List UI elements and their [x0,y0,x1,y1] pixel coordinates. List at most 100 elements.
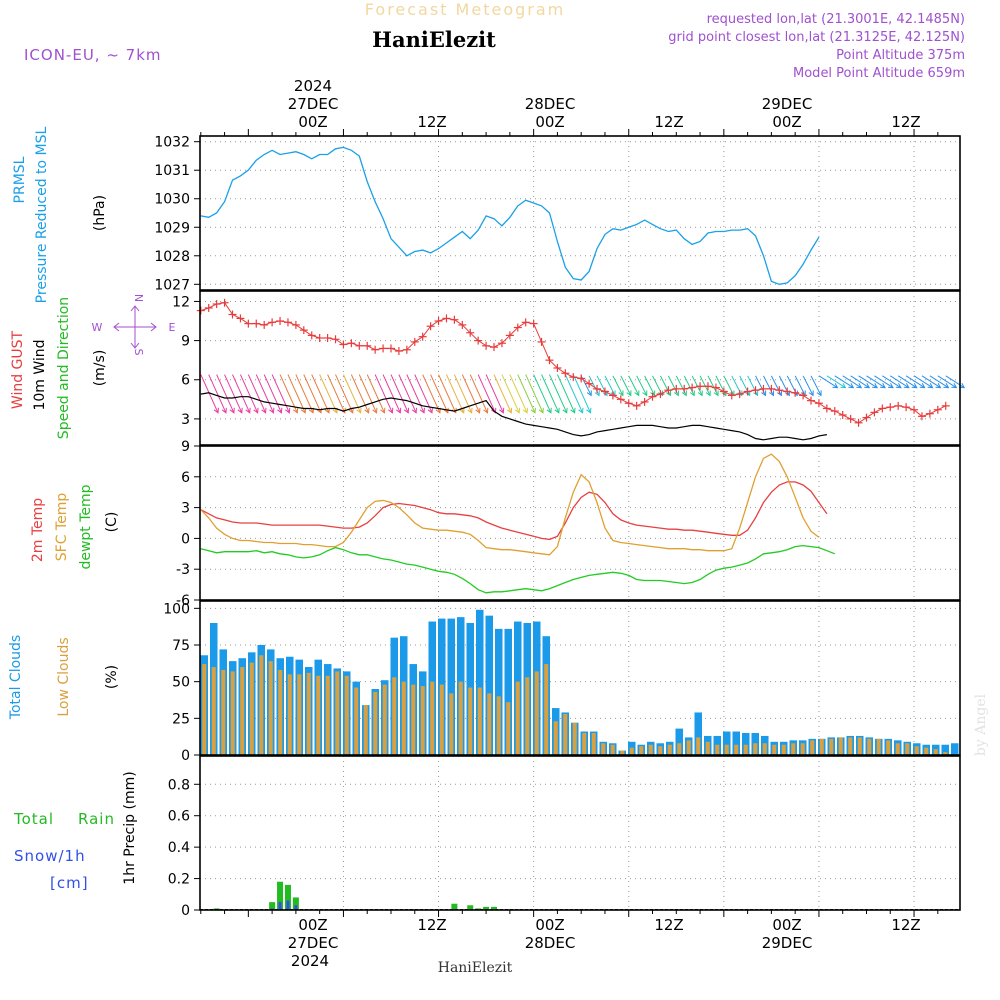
total-cloud-bar [951,743,959,755]
wind-arrow-shaft [374,374,393,414]
bottom-date-27: 27DEC [288,934,339,952]
wind-arrow-shaft [564,374,584,414]
gust-marker [490,343,499,352]
compass-arrows-icon [113,305,157,349]
low-cloud-bar [287,674,292,755]
low-cloud-bar [867,738,872,755]
low-cloud-bar [924,747,929,755]
wind-arrow-head [467,407,473,414]
wind-arrow-shaft [826,375,846,389]
wind-arrow-shaft [509,374,528,414]
wind-arrow-shaft [533,374,552,414]
gust-marker [474,336,483,345]
gust-marker [410,337,419,346]
total-cloud-bar [675,728,683,755]
wind-arrow-head [372,407,378,414]
wind-arrow-head [403,407,410,414]
low-cloud-bar [230,671,235,755]
wind-arrow [382,374,402,414]
total-cloud-bar [723,731,731,755]
wind-arrow [493,374,513,414]
rain-bar [483,906,490,910]
compass-rose: W E N S [92,294,176,356]
wind-arrow-head [626,390,632,397]
wind-arrow [224,374,243,414]
total-cloud-bar [732,731,740,755]
wind-arrow [834,375,855,389]
wind-arrow-shaft [842,375,862,389]
model-name: ICON-EU, ~ 7km [24,46,162,64]
precip-total-label: Total [13,810,54,828]
wind-arrow-shaft [501,374,520,414]
low-cloud-bar [297,674,302,755]
wind-arrow-head [253,407,259,414]
wind-arrow-head [483,407,489,414]
gust-marker [577,374,586,383]
gust-marker [553,364,562,372]
temp-tick-label: 3 [181,501,190,517]
gust-marker [759,384,768,393]
wind-arrow-head [689,390,695,397]
wind-arrow-head [435,407,441,414]
gust-marker [696,382,705,391]
wind-arrow [303,374,322,414]
bottom-date-29: 29DEC [762,934,813,952]
wind-arrow-head [943,383,950,389]
wind-arrow-head [459,407,465,414]
gust-marker [585,379,594,388]
rain-bar [292,897,299,910]
wind-arrow [770,375,783,397]
wind-arrow-head [634,390,640,397]
wind-arrow-shaft [802,375,814,396]
wind-arrow [731,375,743,397]
clouds-total-label: Total Clouds [8,635,24,720]
wind-arrow [628,375,640,397]
compass-e: E [169,321,176,334]
wind-arrow-shaft [525,374,544,414]
wind-arrow [826,375,847,389]
wind-speed-line [200,392,827,441]
total-cloud-bar [495,628,503,755]
gust-marker [212,300,221,309]
wind-arrow-shaft [549,374,568,414]
low-cloud-bar [667,744,672,755]
wind-arrow-shaft [628,375,640,396]
wind-arrow [232,374,251,414]
temp-2m-line [200,481,828,541]
wind-arrow [319,374,338,414]
wind-arrow-shaft [239,374,259,414]
clouds-tick-label: 25 [172,711,190,727]
low-cloud-bar [696,737,701,755]
wind-arrow-shaft [335,374,354,414]
wind-arrow-head [245,407,251,414]
total-cloud-bar [504,628,512,755]
wind-arrow-head [530,407,536,414]
wind-arrow [620,375,632,397]
wind-unit: (m/s) [92,350,108,387]
wind-arrow-shaft [897,375,918,389]
wind-arrow-shaft [612,375,624,396]
pressure-tick-label: 1028 [154,249,190,265]
low-cloud-bar [515,681,520,755]
wind-arrow-head [951,383,958,389]
wind-arrow [683,375,695,397]
wind-arrow-shaft [945,375,965,389]
wind-arrow [556,374,576,414]
wind-arrow-head [745,390,751,397]
gust-marker [830,407,839,416]
wind-arrow [255,374,275,414]
gust-marker [640,397,649,406]
gust-marker [656,390,665,399]
precip-tick-label: 0.6 [168,809,190,825]
gust-marker [799,391,808,400]
wind-arrow [596,375,608,397]
wind-arrow-head [324,407,330,414]
wind-arrow-shaft [255,374,274,414]
gust-marker [450,315,459,324]
wind-arrow [755,375,767,397]
wind-arrow-shaft [810,375,822,396]
grid-coords: grid point closest lon,lat (21.3125E, 42… [668,30,965,45]
low-cloud-bar [544,664,549,755]
top-date-27: 27DEC [288,95,339,113]
wind-arrow-shaft [818,375,838,389]
